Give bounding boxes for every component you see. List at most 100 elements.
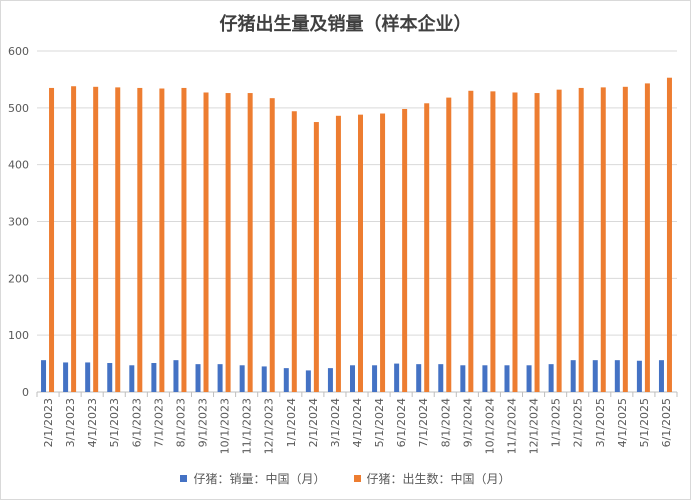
bar-sales xyxy=(217,364,223,392)
bar-births xyxy=(666,77,672,392)
bar-births xyxy=(534,93,540,392)
bar-births xyxy=(181,87,187,393)
bar-sales xyxy=(107,363,113,392)
x-tick-label: 9/1/2024 xyxy=(461,398,474,447)
x-tick-label: 12/1/2024 xyxy=(528,398,541,454)
x-tick-label: 1/1/2025 xyxy=(550,398,563,447)
chart-title: 仔猪出生量及销量（样本企业） xyxy=(219,14,472,35)
bar-births xyxy=(269,98,275,393)
bar-sales xyxy=(460,365,466,392)
bar-sales xyxy=(416,364,422,392)
x-tick-label: 11/1/2023 xyxy=(241,398,254,454)
bar-births xyxy=(512,92,518,392)
bar-births xyxy=(291,111,297,392)
x-tick-label: 7/1/2023 xyxy=(152,398,165,447)
x-tick-label: 2/1/2023 xyxy=(42,398,55,447)
bar-sales xyxy=(548,364,554,392)
x-tick-label: 6/1/2024 xyxy=(395,398,408,447)
bar-births xyxy=(490,91,496,392)
bar-sales xyxy=(129,365,135,392)
x-tick-label: 12/1/2023 xyxy=(263,398,276,454)
x-tick-label: 5/1/2025 xyxy=(638,398,651,447)
bar-sales xyxy=(63,362,69,392)
bar-sales xyxy=(394,363,400,392)
bar-births xyxy=(600,87,606,392)
x-tick-label: 3/1/2025 xyxy=(594,398,607,447)
bar-sales xyxy=(592,360,598,392)
bar-sales xyxy=(372,365,378,392)
y-tick-label: 400 xyxy=(8,159,29,172)
legend: 仔猪：销量：中国（月） 仔猪：出生数：中国（月） xyxy=(0,470,691,487)
bar-births xyxy=(424,103,430,392)
bar-births xyxy=(93,86,99,393)
bar-births xyxy=(622,86,628,393)
y-tick-label: 300 xyxy=(8,216,29,229)
legend-item-births: 仔猪：出生数：中国（月） xyxy=(353,470,511,487)
bar-births xyxy=(313,122,319,393)
bar-births xyxy=(137,87,143,393)
bar-births xyxy=(49,87,55,393)
y-tick-label: 200 xyxy=(8,272,29,285)
bar-sales xyxy=(261,366,267,392)
x-tick-label: 10/1/2024 xyxy=(483,398,496,454)
bar-births xyxy=(203,92,209,392)
y-tick-label: 0 xyxy=(22,386,29,399)
x-tick-label: 6/1/2023 xyxy=(130,398,143,447)
x-tick-label: 10/1/2023 xyxy=(219,398,232,454)
x-tick-label: 5/1/2023 xyxy=(108,398,121,447)
bar-births xyxy=(358,114,363,393)
bar-sales xyxy=(438,364,444,392)
bar-sales xyxy=(41,360,47,392)
x-tick-label: 7/1/2024 xyxy=(417,398,430,447)
bar-sales xyxy=(614,360,620,392)
bar-births xyxy=(159,88,165,392)
bar-births xyxy=(402,108,408,392)
x-tick-label: 2/1/2025 xyxy=(572,398,585,447)
bar-sales xyxy=(85,362,91,392)
x-tick-label: 8/1/2024 xyxy=(439,398,452,447)
x-tick-label: 2/1/2024 xyxy=(307,398,320,447)
legend-label-births: 仔猪：出生数：中国（月） xyxy=(366,472,511,486)
bar-sales xyxy=(239,365,245,392)
bar-births xyxy=(115,87,121,392)
bar-sales xyxy=(350,365,355,392)
bar-sales xyxy=(504,365,510,392)
bar-births xyxy=(225,93,231,392)
bar-sales xyxy=(173,360,179,392)
bar-births xyxy=(71,86,77,392)
x-tick-label: 3/1/2024 xyxy=(329,398,342,447)
x-tick-label: 4/1/2023 xyxy=(86,398,99,447)
bar-sales xyxy=(482,365,488,392)
bar-sales xyxy=(526,365,532,392)
bar-sales xyxy=(327,368,333,392)
bar-births xyxy=(380,113,386,393)
bar-births xyxy=(556,89,562,392)
x-tick-label: 6/1/2025 xyxy=(660,398,673,447)
bar-sales xyxy=(151,363,157,392)
x-tick-label: 9/1/2023 xyxy=(197,398,210,447)
legend-label-sales: 仔猪：销量：中国（月） xyxy=(193,472,326,486)
bar-sales xyxy=(195,364,201,392)
x-tick-label: 3/1/2023 xyxy=(64,398,77,447)
bar-sales xyxy=(305,370,311,392)
bar-births xyxy=(468,90,474,393)
bar-births xyxy=(578,87,584,393)
bar-sales xyxy=(636,360,642,392)
bar-births xyxy=(446,97,452,392)
bar-births xyxy=(247,93,253,392)
y-tick-label: 600 xyxy=(8,45,29,58)
bar-births xyxy=(644,83,650,393)
y-tick-label: 100 xyxy=(8,329,29,342)
legend-item-sales: 仔猪：销量：中国（月） xyxy=(180,470,326,487)
bar-sales xyxy=(570,360,576,392)
x-tick-label: 5/1/2024 xyxy=(373,398,386,447)
bar-sales xyxy=(658,360,664,392)
x-tick-label: 4/1/2025 xyxy=(616,398,629,447)
x-tick-label: 1/1/2024 xyxy=(285,398,298,447)
bar-sales xyxy=(283,368,289,392)
bar-births xyxy=(335,115,341,392)
x-tick-label: 11/1/2024 xyxy=(505,398,518,454)
x-tick-label: 4/1/2024 xyxy=(351,398,364,447)
x-tick-label: 8/1/2023 xyxy=(174,398,187,447)
